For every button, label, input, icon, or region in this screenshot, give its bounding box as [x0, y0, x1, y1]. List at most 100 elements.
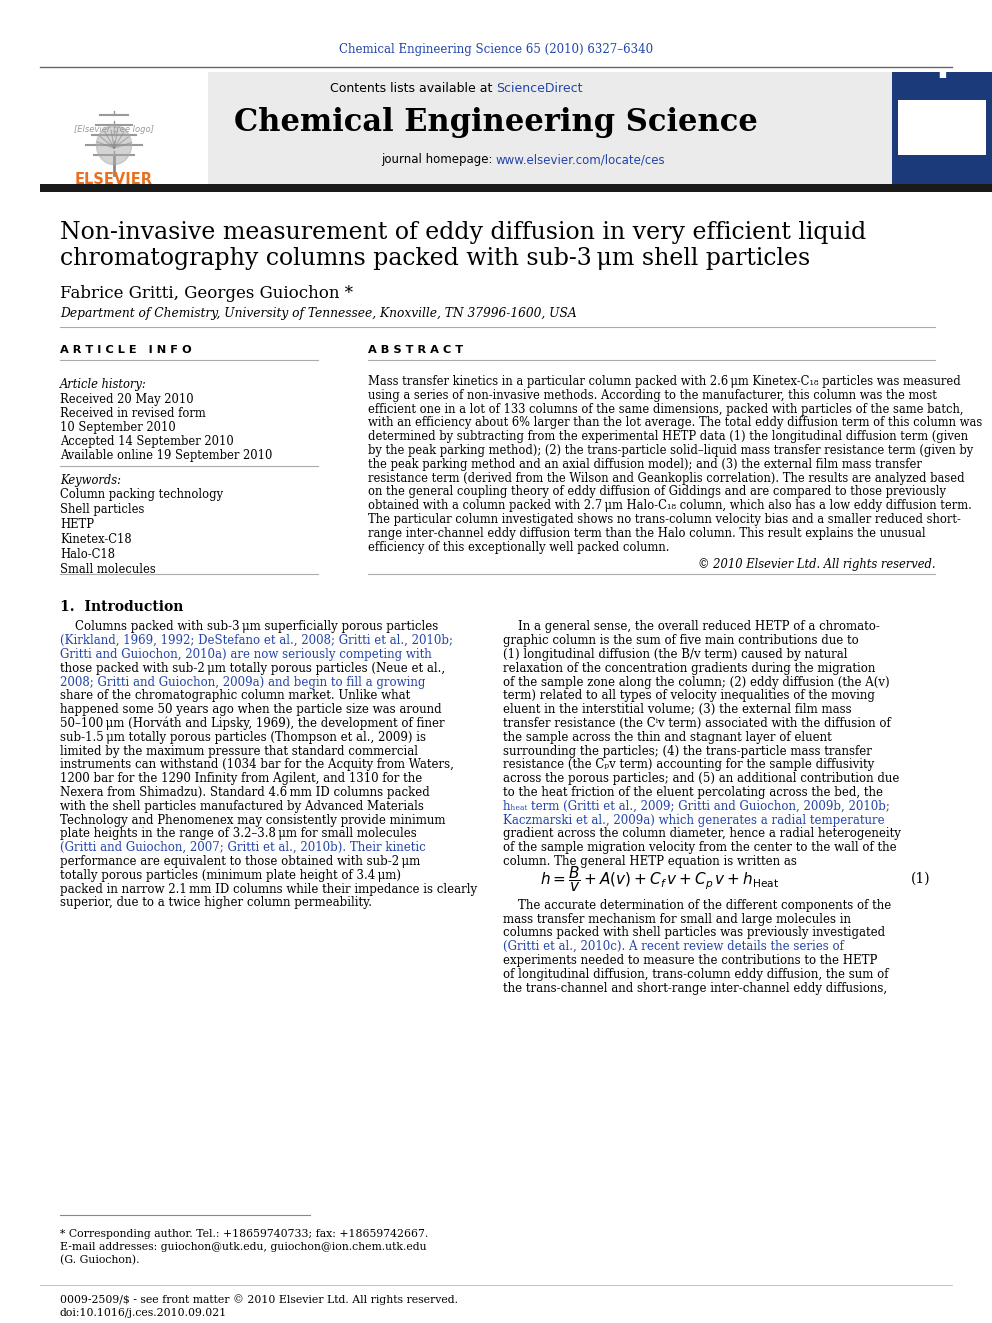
Text: eluent in the interstitial volume; (3) the external film mass: eluent in the interstitial volume; (3) t… [503, 704, 851, 716]
Text: Received in revised form: Received in revised form [60, 407, 205, 419]
Text: CHEMICAL
ENGINEERING
SCIENCE: CHEMICAL ENGINEERING SCIENCE [912, 105, 973, 139]
Text: 50–100 μm (Horváth and Lipsky, 1969), the development of finer: 50–100 μm (Horváth and Lipsky, 1969), th… [60, 717, 444, 730]
Text: 0009-2509/$ - see front matter © 2010 Elsevier Ltd. All rights reserved.: 0009-2509/$ - see front matter © 2010 El… [60, 1294, 458, 1304]
Text: (Kirkland, 1969, 1992; DeStefano et al., 2008; Gritti et al., 2010b;: (Kirkland, 1969, 1992; DeStefano et al.,… [60, 634, 453, 647]
Text: mass transfer mechanism for small and large molecules in: mass transfer mechanism for small and la… [503, 913, 851, 926]
Text: obtained with a column packed with 2.7 μm Halo-C₁₈ column, which also has a low : obtained with a column packed with 2.7 μ… [368, 499, 972, 512]
Text: of the sample migration velocity from the center to the wall of the: of the sample migration velocity from th… [503, 841, 897, 855]
Text: of longitudinal diffusion, trans-column eddy diffusion, the sum of: of longitudinal diffusion, trans-column … [503, 968, 889, 980]
Text: plate heights in the range of 3.2–3.8 μm for small molecules: plate heights in the range of 3.2–3.8 μm… [60, 827, 417, 840]
Text: Contents lists available at: Contents lists available at [329, 82, 496, 94]
Polygon shape [96, 126, 132, 164]
Text: relaxation of the concentration gradients during the migration: relaxation of the concentration gradient… [503, 662, 875, 675]
Text: Nexera from Shimadzu). Standard 4.6 mm ID columns packed: Nexera from Shimadzu). Standard 4.6 mm I… [60, 786, 430, 799]
Text: (1) longitudinal diffusion (the B/v term) caused by natural: (1) longitudinal diffusion (the B/v term… [503, 648, 847, 662]
Text: journal homepage:: journal homepage: [381, 153, 496, 167]
Text: ScienceDirect: ScienceDirect [496, 82, 582, 94]
Text: Mass transfer kinetics in a particular column packed with 2.6 μm Kinetex-C₁₈ par: Mass transfer kinetics in a particular c… [368, 374, 960, 388]
Text: transfer resistance (the Cⁱv term) associated with the diffusion of: transfer resistance (the Cⁱv term) assoc… [503, 717, 891, 730]
Text: Chemical Engineering Science: Chemical Engineering Science [234, 106, 758, 138]
Text: Received 20 May 2010: Received 20 May 2010 [60, 393, 193, 406]
Text: totally porous particles (minimum plate height of 3.4 μm): totally porous particles (minimum plate … [60, 869, 401, 882]
Bar [892, 71, 992, 185]
Bar [40, 184, 992, 192]
Text: www.elsevier.com/locate/ces: www.elsevier.com/locate/ces [496, 153, 666, 167]
Text: with an efficiency about 6% larger than the lot average. The total eddy diffusio: with an efficiency about 6% larger than … [368, 417, 982, 430]
Text: instruments can withstand (1034 bar for the Acquity from Waters,: instruments can withstand (1034 bar for … [60, 758, 454, 771]
Text: Keywords:: Keywords: [60, 474, 121, 487]
Text: Kinetex-C18: Kinetex-C18 [60, 533, 132, 546]
Text: share of the chromatographic column market. Unlike what: share of the chromatographic column mark… [60, 689, 411, 703]
Text: packed in narrow 2.1 mm ID columns while their impedance is clearly: packed in narrow 2.1 mm ID columns while… [60, 882, 477, 896]
Text: experiments needed to measure the contributions to the HETP: experiments needed to measure the contri… [503, 954, 877, 967]
Text: performance are equivalent to those obtained with sub-2 μm: performance are equivalent to those obta… [60, 855, 421, 868]
Text: Department of Chemistry, University of Tennessee, Knoxville, TN 37996-1600, USA: Department of Chemistry, University of T… [60, 307, 576, 320]
Text: doi:10.1016/j.ces.2010.09.021: doi:10.1016/j.ces.2010.09.021 [60, 1308, 227, 1318]
Text: 1200 bar for the 1290 Infinity from Agilent, and 1310 for the: 1200 bar for the 1290 Infinity from Agil… [60, 773, 423, 785]
Text: resistance (the Cₚv term) accounting for the sample diffusivity: resistance (the Cₚv term) accounting for… [503, 758, 874, 771]
Text: In a general sense, the overall reduced HETP of a chromato-: In a general sense, the overall reduced … [503, 620, 880, 634]
Text: chromatography columns packed with sub-3 μm shell particles: chromatography columns packed with sub-3… [60, 246, 810, 270]
Text: by the peak parking method); (2) the trans-particle solid–liquid mass transfer r: by the peak parking method); (2) the tra… [368, 445, 973, 456]
Text: * Corresponding author. Tel.: +18659740733; fax: +18659742667.: * Corresponding author. Tel.: +186597407… [60, 1229, 429, 1240]
Text: (Gritti and Guiochon, 2007; Gritti et al., 2010b). Their kinetic: (Gritti and Guiochon, 2007; Gritti et al… [60, 841, 426, 855]
Text: efficient one in a lot of 133 columns of the same dimensions, packed with partic: efficient one in a lot of 133 columns of… [368, 402, 963, 415]
Text: using a series of non-invasive methods. According to the manufacturer, this colu: using a series of non-invasive methods. … [368, 389, 936, 402]
Text: Chemical Engineering Science 65 (2010) 6327–6340: Chemical Engineering Science 65 (2010) 6… [339, 44, 653, 57]
Text: 10 September 2010: 10 September 2010 [60, 421, 176, 434]
Bar [40, 71, 892, 185]
Text: Non-invasive measurement of eddy diffusion in very efficient liquid: Non-invasive measurement of eddy diffusi… [60, 221, 866, 243]
Text: © 2010 Elsevier Ltd. All rights reserved.: © 2010 Elsevier Ltd. All rights reserved… [697, 558, 935, 572]
Text: column. The general HETP equation is written as: column. The general HETP equation is wri… [503, 855, 797, 868]
Text: Gritti and Guiochon, 2010a) are now seriously competing with: Gritti and Guiochon, 2010a) are now seri… [60, 648, 432, 662]
Text: Halo-C18: Halo-C18 [60, 548, 115, 561]
Text: 2008; Gritti and Guiochon, 2009a) and begin to fill a growing: 2008; Gritti and Guiochon, 2009a) and be… [60, 676, 426, 688]
Text: surrounding the particles; (4) the trans-particle mass transfer: surrounding the particles; (4) the trans… [503, 745, 872, 758]
Text: The accurate determination of the different components of the: The accurate determination of the differ… [503, 898, 891, 912]
Text: efficiency of this exceptionally well packed column.: efficiency of this exceptionally well pa… [368, 541, 670, 553]
Text: columns packed with shell particles was previously investigated: columns packed with shell particles was … [503, 926, 885, 939]
Text: sub-1.5 μm totally porous particles (Thompson et al., 2009) is: sub-1.5 μm totally porous particles (Tho… [60, 730, 426, 744]
Text: resistance term (derived from the Wilson and Geankoplis correlation). The result: resistance term (derived from the Wilson… [368, 471, 964, 484]
Text: on the general coupling theory of eddy diffusion of Giddings and are compared to: on the general coupling theory of eddy d… [368, 486, 946, 499]
Text: Kaczmarski et al., 2009a) which generates a radial temperature: Kaczmarski et al., 2009a) which generate… [503, 814, 885, 827]
Text: the peak parking method and an axial diffusion model); and (3) the external film: the peak parking method and an axial dif… [368, 458, 922, 471]
Text: (1): (1) [911, 872, 930, 886]
Text: The particular column investigated shows no trans-column velocity bias and a sma: The particular column investigated shows… [368, 513, 961, 527]
Text: determined by subtracting from the experimental HETP data (1) the longitudinal d: determined by subtracting from the exper… [368, 430, 968, 443]
Text: graphic column is the sum of five main contributions due to: graphic column is the sum of five main c… [503, 634, 859, 647]
Text: happened some 50 years ago when the particle size was around: happened some 50 years ago when the part… [60, 704, 441, 716]
Text: ■: ■ [938, 70, 946, 79]
Text: Article history:: Article history: [60, 378, 147, 392]
Text: Columns packed with sub-3 μm superficially porous particles: Columns packed with sub-3 μm superficial… [60, 620, 438, 634]
Text: superior, due to a twice higher column permeability.: superior, due to a twice higher column p… [60, 897, 372, 909]
Text: 1.  Introduction: 1. Introduction [60, 601, 184, 614]
Text: the sample across the thin and stagnant layer of eluent: the sample across the thin and stagnant … [503, 730, 831, 744]
Text: Technology and Phenomenex may consistently provide minimum: Technology and Phenomenex may consistent… [60, 814, 445, 827]
Text: $h = \dfrac{B}{v} + A(v) + C_f\,v + C_p\,v + h_{\mathrm{Heat}}$: $h = \dfrac{B}{v} + A(v) + C_f\,v + C_p\… [540, 864, 780, 894]
Bar [40, 71, 208, 185]
Text: Accepted 14 September 2010: Accepted 14 September 2010 [60, 435, 234, 448]
Text: Small molecules: Small molecules [60, 564, 156, 576]
Text: with the shell particles manufactured by Advanced Materials: with the shell particles manufactured by… [60, 800, 424, 812]
Bar [898, 101, 986, 155]
Text: the trans-channel and short-range inter-channel eddy diffusions,: the trans-channel and short-range inter-… [503, 982, 887, 995]
Text: [Elsevier tree logo]: [Elsevier tree logo] [74, 126, 154, 135]
Text: limited by the maximum pressure that standard commercial: limited by the maximum pressure that sta… [60, 745, 418, 758]
Text: Column packing technology: Column packing technology [60, 488, 223, 501]
Text: those packed with sub-2 μm totally porous particles (Neue et al.,: those packed with sub-2 μm totally porou… [60, 662, 445, 675]
Text: ELSEVIER: ELSEVIER [75, 172, 153, 187]
Text: across the porous particles; and (5) an additional contribution due: across the porous particles; and (5) an … [503, 773, 900, 785]
Text: range inter-channel eddy diffusion term than the Halo column. This result explai: range inter-channel eddy diffusion term … [368, 527, 926, 540]
Text: E-mail addresses: guiochon@utk.edu, guiochon@ion.chem.utk.edu: E-mail addresses: guiochon@utk.edu, guio… [60, 1242, 427, 1252]
Text: Shell particles: Shell particles [60, 503, 145, 516]
Text: Fabrice Gritti, Georges Guiochon *: Fabrice Gritti, Georges Guiochon * [60, 284, 353, 302]
Text: gradient across the column diameter, hence a radial heterogeneity: gradient across the column diameter, hen… [503, 827, 901, 840]
Text: A B S T R A C T: A B S T R A C T [368, 345, 463, 355]
Text: Available online 19 September 2010: Available online 19 September 2010 [60, 448, 273, 462]
Text: (G. Guiochon).: (G. Guiochon). [60, 1256, 140, 1265]
Text: of the sample zone along the column; (2) eddy diffusion (the A(v): of the sample zone along the column; (2)… [503, 676, 890, 688]
Text: to the heat friction of the eluent percolating across the bed, the: to the heat friction of the eluent perco… [503, 786, 883, 799]
Text: (Gritti et al., 2010c). A recent review details the series of: (Gritti et al., 2010c). A recent review … [503, 941, 844, 953]
Text: A R T I C L E   I N F O: A R T I C L E I N F O [60, 345, 191, 355]
